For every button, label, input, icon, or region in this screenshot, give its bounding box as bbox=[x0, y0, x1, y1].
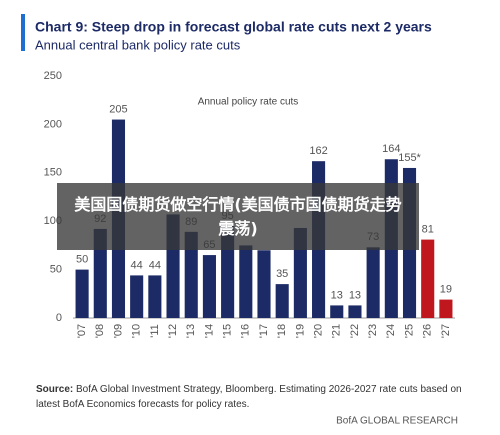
x-tick-label: '17 bbox=[258, 324, 270, 338]
bar bbox=[202, 255, 216, 318]
x-tick-label: '25 bbox=[403, 324, 415, 338]
x-tick-label: '26 bbox=[422, 324, 434, 338]
overlay-text: 美国国债期货做空行情(美国债市国债期货走势震荡) bbox=[74, 194, 402, 238]
x-tick-label: '15 bbox=[222, 324, 234, 338]
y-tick-label: 50 bbox=[50, 264, 62, 276]
x-tick-label: '16 bbox=[240, 324, 252, 338]
y-tick-label: 250 bbox=[44, 70, 62, 82]
x-tick-label: '24 bbox=[385, 324, 397, 338]
bar bbox=[293, 227, 307, 318]
x-tick-label: '18 bbox=[276, 324, 288, 338]
x-tick-label: '08 bbox=[94, 324, 106, 338]
x-tick-label: '07 bbox=[76, 324, 88, 338]
value-label: 13 bbox=[331, 289, 343, 301]
bar bbox=[239, 245, 253, 318]
x-tick-label: '22 bbox=[349, 324, 361, 338]
brand: BofA GLOBAL RESEARCH bbox=[336, 416, 458, 427]
annotation: Annual policy rate cuts bbox=[198, 97, 299, 108]
x-tick-label: '13 bbox=[185, 324, 197, 338]
value-label: 155* bbox=[398, 152, 421, 164]
value-label: 81 bbox=[422, 223, 434, 235]
value-label: 164 bbox=[382, 143, 400, 155]
source-label: Source: bbox=[36, 384, 74, 395]
bar bbox=[184, 231, 198, 318]
bar bbox=[130, 275, 144, 318]
bar bbox=[330, 305, 344, 318]
bar bbox=[421, 239, 435, 318]
source: Source: BofA Global Investment Strategy,… bbox=[36, 382, 466, 412]
value-label: 35 bbox=[276, 268, 288, 280]
bar bbox=[348, 305, 362, 318]
value-label: 205 bbox=[109, 103, 127, 115]
value-label: 162 bbox=[309, 145, 327, 157]
overlay-banner: 美国国债期货做空行情(美国债市国债期货走势震荡) bbox=[57, 183, 419, 250]
bar bbox=[275, 284, 289, 318]
x-tick-label: '20 bbox=[312, 324, 324, 338]
value-label: 50 bbox=[76, 254, 88, 266]
y-tick-label: 200 bbox=[44, 118, 62, 130]
x-tick-label: '12 bbox=[167, 324, 179, 338]
y-tick-label: 0 bbox=[56, 312, 62, 324]
value-label: 19 bbox=[440, 284, 452, 296]
chart-subtitle: Annual central bank policy rate cuts bbox=[35, 37, 241, 52]
y-tick-label: 150 bbox=[44, 167, 62, 179]
bar bbox=[75, 269, 89, 318]
x-tick-label: '09 bbox=[112, 324, 124, 338]
value-label: 13 bbox=[349, 289, 361, 301]
x-tick-label: '19 bbox=[294, 324, 306, 338]
title-accent bbox=[21, 14, 25, 51]
x-tick-label: '11 bbox=[149, 324, 161, 338]
value-label: 44 bbox=[131, 259, 143, 271]
bar bbox=[93, 228, 107, 318]
bar bbox=[148, 275, 162, 318]
bar bbox=[257, 250, 271, 318]
x-tick-label: '14 bbox=[203, 324, 215, 338]
bar bbox=[366, 247, 380, 318]
value-label: 44 bbox=[149, 259, 161, 271]
source-text: BofA Global Investment Strategy, Bloombe… bbox=[36, 384, 462, 410]
x-tick-label: '27 bbox=[440, 324, 452, 338]
x-tick-label: '21 bbox=[331, 324, 343, 338]
x-tick-label: '10 bbox=[131, 324, 143, 338]
chart-title: Chart 9: Steep drop in forecast global r… bbox=[35, 19, 432, 35]
bar bbox=[439, 299, 453, 318]
x-tick-label: '23 bbox=[367, 324, 379, 338]
